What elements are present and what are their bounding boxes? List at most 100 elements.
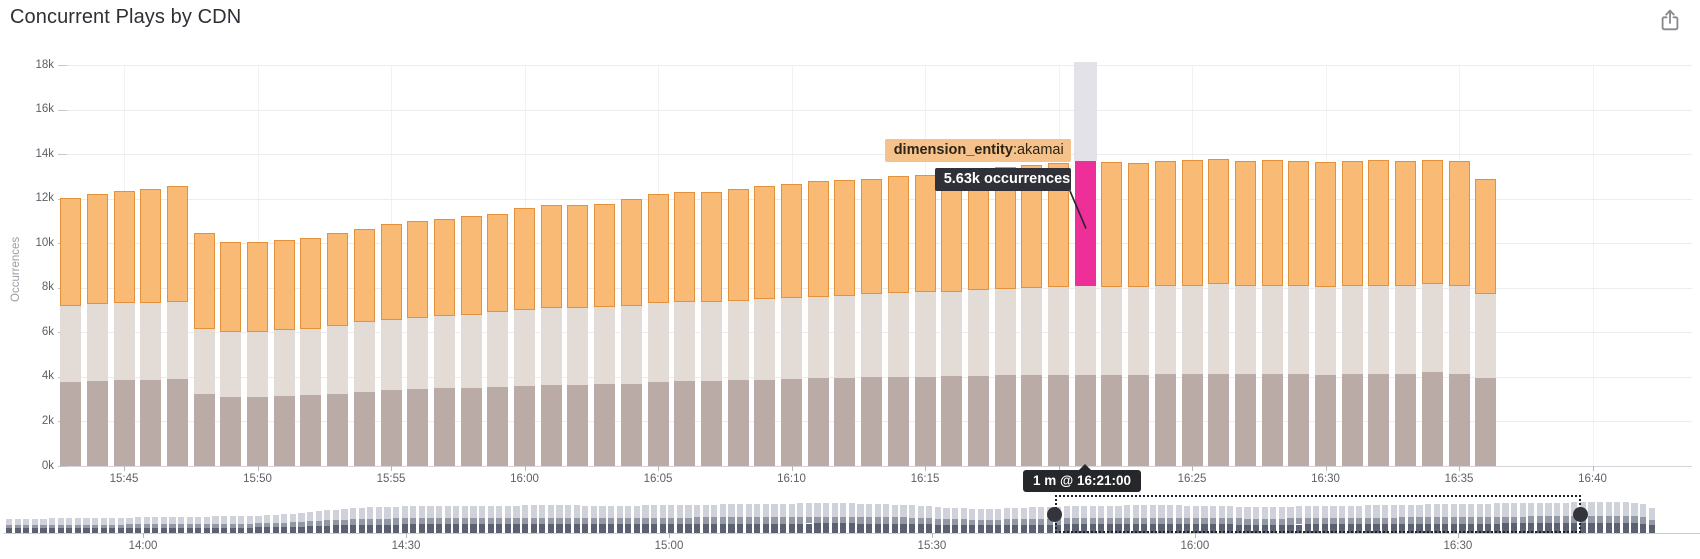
chart-bar[interactable] [1395,160,1417,466]
minimap-bar-mid [40,525,47,529]
minimap-bar [1235,506,1243,533]
minimap-bar-light [547,505,555,518]
chart-bar[interactable] [1181,159,1203,466]
chart-bar[interactable] [754,186,776,466]
minimap-bar-light [823,503,830,517]
chart-bar[interactable] [1368,159,1390,466]
chart-bar[interactable] [1448,160,1470,466]
minimap-bar-mid [1356,517,1363,525]
y-axis-tick [58,466,67,467]
chart-bar[interactable] [1074,160,1096,466]
chart-bar[interactable] [1261,159,1283,466]
minimap-bar-mid [453,518,460,525]
chart-bar[interactable] [300,237,322,466]
minimap-bar-dark [1149,524,1157,533]
minimap-bar-light [1545,502,1552,517]
chart-bar[interactable] [353,228,375,466]
chart-bar[interactable] [1341,160,1363,466]
chart-bar[interactable] [1208,158,1230,466]
chart-bar[interactable] [1421,159,1443,466]
minimap-bar-mid [1046,518,1053,525]
chart-bar[interactable] [567,205,589,466]
brush-handle-left[interactable] [1047,507,1063,522]
minimap-bar-light [530,505,537,518]
minimap-bar-light [952,508,959,520]
chart-bar[interactable] [1315,161,1336,466]
brush-selection-region[interactable] [1054,495,1581,533]
minimap-bar-mid [977,519,985,526]
chart-bar[interactable] [220,242,242,466]
chart-bar[interactable] [1128,163,1150,466]
chart-bar[interactable] [727,188,749,466]
minimap-bar-dark [289,526,297,533]
minimap-bar-light [1072,506,1079,519]
chart-bar[interactable] [914,175,936,466]
minimap-bar [1321,506,1329,533]
bar-segment-bottom [1261,373,1283,466]
chart-bar[interactable] [407,220,429,466]
minimap-bar-light [556,505,563,518]
minimap-bar-dark [178,527,185,533]
minimap-bar-light [1278,506,1286,519]
chart-bar[interactable] [1475,178,1497,466]
chart-bar[interactable] [380,224,402,466]
chart-bar[interactable] [594,204,616,466]
chart-bar[interactable] [781,184,802,466]
chart-bar[interactable] [1288,160,1310,466]
chart-bar[interactable] [1154,160,1176,466]
chart-bar[interactable] [700,191,722,466]
chart-bar[interactable] [140,188,162,466]
bar-segment-top [460,216,482,315]
minimap-bar-light [917,505,924,519]
minimap-bar [401,506,408,533]
brush-handle-right[interactable] [1573,507,1589,522]
chart-bar[interactable] [113,190,135,466]
bar-segment-bottom [407,389,429,466]
chart-bar[interactable] [887,176,909,466]
chart-bar[interactable] [861,178,883,466]
bar-segment-top [140,188,162,304]
chart-bar[interactable] [834,179,856,466]
chart-bar[interactable] [460,216,482,466]
chart-bar[interactable] [86,194,108,466]
bar-segment-top [807,180,829,297]
chart-bar[interactable] [540,205,562,466]
chart-bar[interactable] [967,169,989,466]
minimap-bar [1364,505,1372,533]
minimap-bar-dark [1201,524,1208,533]
y-axis-tick-label: 4k [41,370,54,383]
minimap-bar-dark [1442,523,1449,533]
bar-segment-bottom [941,375,963,466]
minimap-bar-dark [1261,524,1268,533]
chart-bar[interactable] [273,239,295,466]
minimap-bar-dark [23,528,30,533]
chart-bar[interactable] [193,233,215,466]
chart-bar[interactable] [60,197,82,466]
minimap-bar-dark [909,524,916,533]
chart-bar[interactable] [647,194,669,466]
export-share-button[interactable] [1658,7,1682,33]
minimap-bar-light [1485,503,1492,517]
chart-bar[interactable] [487,214,509,466]
chart-bar[interactable] [1048,163,1069,466]
chart-bar[interactable] [514,207,535,466]
chart-bar[interactable] [674,191,696,466]
chart-bar[interactable] [1234,160,1256,466]
timeline-minimap[interactable]: 14:00 14:30 15:00 15:30 16:00 16:30 [0,494,1700,559]
chart-bar[interactable] [807,180,829,466]
chart-bar[interactable] [1021,165,1043,466]
chart-bar[interactable] [941,174,963,466]
main-chart-plot-area[interactable]: 0k 2k 4k 6k 8k 10k 12k 14k 16k 18k Occurrences 15:4… [0,0,1700,505]
minimap-bar-light [694,504,701,518]
chart-bar[interactable] [620,198,642,466]
chart-bar[interactable] [327,233,349,466]
minimap-bar-light [874,504,881,518]
chart-bar[interactable] [994,167,1016,466]
chart-bar[interactable] [166,186,188,466]
chart-bar[interactable] [433,218,455,466]
chart-bar[interactable] [247,242,268,466]
minimap-bar-mid [754,517,761,524]
minimap-bar-mid [565,517,572,525]
minimap-bar-light [126,517,133,525]
chart-bar[interactable] [1101,161,1123,466]
